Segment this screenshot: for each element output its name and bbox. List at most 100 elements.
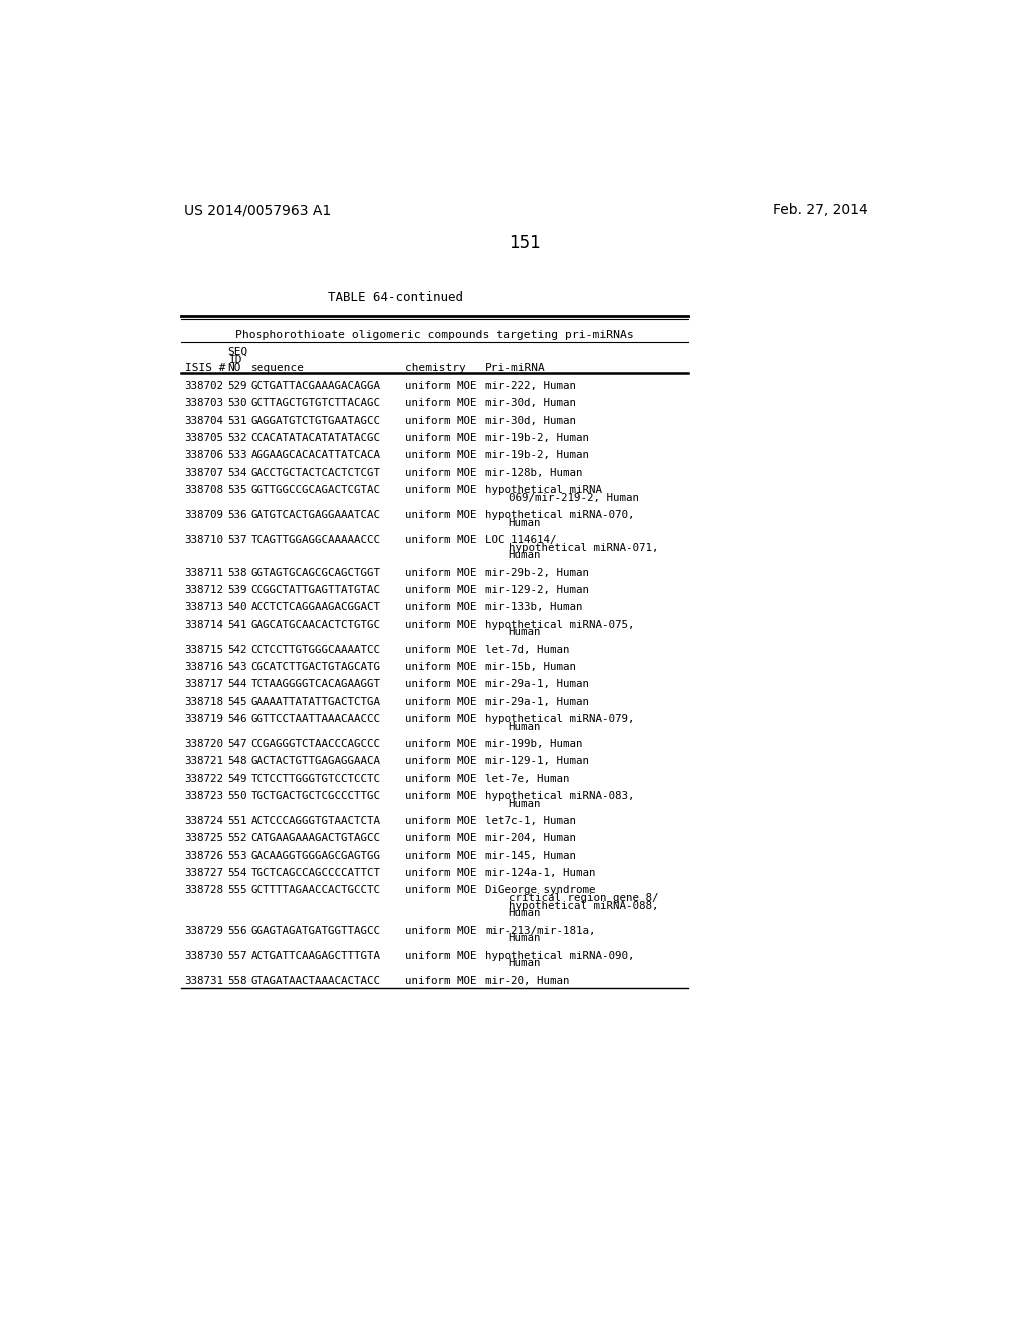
Text: uniform MOE: uniform MOE [406, 510, 477, 520]
Text: uniform MOE: uniform MOE [406, 644, 477, 655]
Text: GGTTCCTAATTAAACAACCC: GGTTCCTAATTAAACAACCC [251, 714, 381, 723]
Text: 338729: 338729 [184, 925, 223, 936]
Text: CGCATCTTGACTGTAGCATG: CGCATCTTGACTGTAGCATG [251, 663, 381, 672]
Text: NO: NO [227, 363, 241, 374]
Text: 552: 552 [227, 833, 247, 843]
Text: uniform MOE: uniform MOE [406, 739, 477, 748]
Text: 532: 532 [227, 433, 247, 444]
Text: GGTTGGCCGCAGACTCGTAC: GGTTGGCCGCAGACTCGTAC [251, 484, 381, 495]
Text: LOC 114614/: LOC 114614/ [485, 535, 557, 545]
Text: uniform MOE: uniform MOE [406, 774, 477, 784]
Text: 338724: 338724 [184, 816, 223, 826]
Text: Feb. 27, 2014: Feb. 27, 2014 [773, 203, 868, 216]
Text: mir-29a-1, Human: mir-29a-1, Human [485, 697, 589, 706]
Text: 338718: 338718 [184, 697, 223, 706]
Text: 069/mir-219-2, Human: 069/mir-219-2, Human [509, 492, 639, 503]
Text: hypothetical miRNA-079,: hypothetical miRNA-079, [485, 714, 635, 723]
Text: uniform MOE: uniform MOE [406, 450, 477, 461]
Text: mir-129-1, Human: mir-129-1, Human [485, 756, 589, 767]
Text: Human: Human [509, 550, 541, 560]
Text: 338730: 338730 [184, 950, 223, 961]
Text: uniform MOE: uniform MOE [406, 886, 477, 895]
Text: 549: 549 [227, 774, 247, 784]
Text: Human: Human [509, 958, 541, 969]
Text: let7c-1, Human: let7c-1, Human [485, 816, 577, 826]
Text: 338728: 338728 [184, 886, 223, 895]
Text: mir-222, Human: mir-222, Human [485, 381, 577, 391]
Text: 338709: 338709 [184, 510, 223, 520]
Text: 338714: 338714 [184, 619, 223, 630]
Text: GCTTAGCTGTGTCTTACAGC: GCTTAGCTGTGTCTTACAGC [251, 399, 381, 408]
Text: 338710: 338710 [184, 535, 223, 545]
Text: DiGeorge syndrome: DiGeorge syndrome [485, 886, 596, 895]
Text: 338727: 338727 [184, 869, 223, 878]
Text: mir-30d, Human: mir-30d, Human [485, 416, 577, 425]
Text: mir-204, Human: mir-204, Human [485, 833, 577, 843]
Text: uniform MOE: uniform MOE [406, 467, 477, 478]
Text: 555: 555 [227, 886, 247, 895]
Text: TGCTCAGCCAGCCCCATTCT: TGCTCAGCCAGCCCCATTCT [251, 869, 381, 878]
Text: 151: 151 [509, 234, 541, 252]
Text: 338723: 338723 [184, 791, 223, 801]
Text: hypothetical miRNA-090,: hypothetical miRNA-090, [485, 950, 635, 961]
Text: 338716: 338716 [184, 663, 223, 672]
Text: ACTCCCAGGGTGTAACTCTA: ACTCCCAGGGTGTAACTCTA [251, 816, 381, 826]
Text: 554: 554 [227, 869, 247, 878]
Text: let-7d, Human: let-7d, Human [485, 644, 569, 655]
Text: hypothetical miRNA-083,: hypothetical miRNA-083, [485, 791, 635, 801]
Text: uniform MOE: uniform MOE [406, 416, 477, 425]
Text: uniform MOE: uniform MOE [406, 585, 477, 595]
Text: GAGCATGCAACACTCTGTGC: GAGCATGCAACACTCTGTGC [251, 619, 381, 630]
Text: GGAGTAGATGATGGTTAGCC: GGAGTAGATGATGGTTAGCC [251, 925, 381, 936]
Text: 545: 545 [227, 697, 247, 706]
Text: hypothetical miRNA-088,: hypothetical miRNA-088, [509, 900, 658, 911]
Text: mir-213/mir-181a,: mir-213/mir-181a, [485, 925, 596, 936]
Text: 338719: 338719 [184, 714, 223, 723]
Text: 338731: 338731 [184, 975, 223, 986]
Text: ACTGATTCAAGAGCTTTGTA: ACTGATTCAAGAGCTTTGTA [251, 950, 381, 961]
Text: 531: 531 [227, 416, 247, 425]
Text: Human: Human [509, 722, 541, 731]
Text: 553: 553 [227, 850, 247, 861]
Text: mir-124a-1, Human: mir-124a-1, Human [485, 869, 596, 878]
Text: GGTAGTGCAGCGCAGCTGGT: GGTAGTGCAGCGCAGCTGGT [251, 568, 381, 578]
Text: CCACATATACATATATACGC: CCACATATACATATATACGC [251, 433, 381, 444]
Text: 548: 548 [227, 756, 247, 767]
Text: uniform MOE: uniform MOE [406, 680, 477, 689]
Text: 557: 557 [227, 950, 247, 961]
Text: GACCTGCTACTCACTCTCGT: GACCTGCTACTCACTCTCGT [251, 467, 381, 478]
Text: GACTACTGTTGAGAGGAACA: GACTACTGTTGAGAGGAACA [251, 756, 381, 767]
Text: uniform MOE: uniform MOE [406, 850, 477, 861]
Text: hypothetical miRNA-075,: hypothetical miRNA-075, [485, 619, 635, 630]
Text: ISIS #: ISIS # [184, 363, 225, 374]
Text: let-7e, Human: let-7e, Human [485, 774, 569, 784]
Text: CCGGCTATTGAGTTATGTAC: CCGGCTATTGAGTTATGTAC [251, 585, 381, 595]
Text: GTAGATAACTAAACACTACC: GTAGATAACTAAACACTACC [251, 975, 381, 986]
Text: 539: 539 [227, 585, 247, 595]
Text: uniform MOE: uniform MOE [406, 535, 477, 545]
Text: 338726: 338726 [184, 850, 223, 861]
Text: mir-19b-2, Human: mir-19b-2, Human [485, 450, 589, 461]
Text: mir-133b, Human: mir-133b, Human [485, 602, 583, 612]
Text: 338704: 338704 [184, 416, 223, 425]
Text: mir-128b, Human: mir-128b, Human [485, 467, 583, 478]
Text: mir-29b-2, Human: mir-29b-2, Human [485, 568, 589, 578]
Text: 338725: 338725 [184, 833, 223, 843]
Text: 338713: 338713 [184, 602, 223, 612]
Text: 338706: 338706 [184, 450, 223, 461]
Text: 338707: 338707 [184, 467, 223, 478]
Text: 556: 556 [227, 925, 247, 936]
Text: 543: 543 [227, 663, 247, 672]
Text: 533: 533 [227, 450, 247, 461]
Text: CATGAAGAAAGACTGTAGCC: CATGAAGAAAGACTGTAGCC [251, 833, 381, 843]
Text: sequence: sequence [251, 363, 304, 374]
Text: uniform MOE: uniform MOE [406, 619, 477, 630]
Text: ID: ID [228, 355, 243, 366]
Text: 535: 535 [227, 484, 247, 495]
Text: uniform MOE: uniform MOE [406, 950, 477, 961]
Text: uniform MOE: uniform MOE [406, 816, 477, 826]
Text: GACAAGGTGGGAGCGAGTGG: GACAAGGTGGGAGCGAGTGG [251, 850, 381, 861]
Text: mir-19b-2, Human: mir-19b-2, Human [485, 433, 589, 444]
Text: US 2014/0057963 A1: US 2014/0057963 A1 [183, 203, 331, 216]
Text: 541: 541 [227, 619, 247, 630]
